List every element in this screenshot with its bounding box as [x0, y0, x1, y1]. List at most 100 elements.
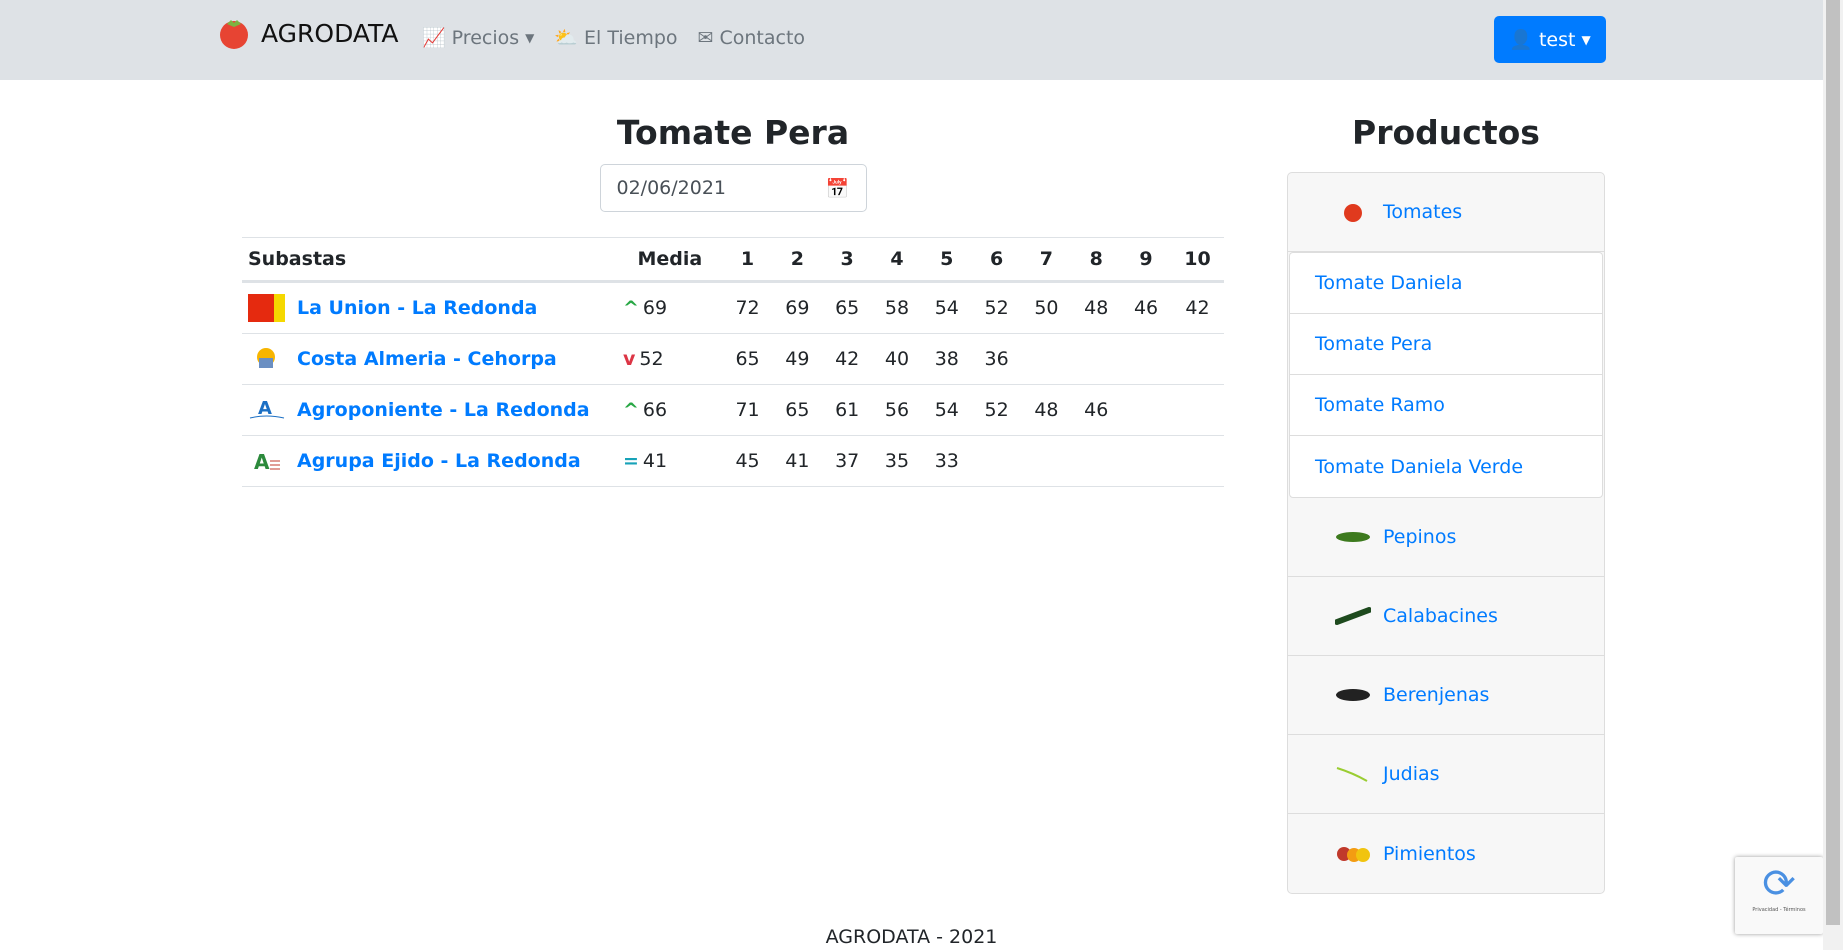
product-link[interactable]: Tomate Daniela — [1290, 253, 1602, 314]
column-header: 3 — [822, 237, 873, 283]
recaptcha-badge[interactable]: ⟳ Privacidad - Términos — [1735, 857, 1823, 934]
category-label: Tomates — [1383, 201, 1463, 223]
scrollbar[interactable] — [1823, 0, 1843, 950]
media-value: 52 — [639, 348, 664, 370]
tomates-icon — [1333, 201, 1373, 223]
price-cell — [1170, 333, 1224, 385]
nav-precios-dropdown[interactable]: 📈 Precios ▼ — [422, 26, 534, 50]
chart-line-icon: 📈 — [422, 27, 446, 49]
svg-text:A: A — [254, 450, 270, 474]
brand-link[interactable]: AGRODATA — [217, 16, 399, 50]
price-cell: 46 — [1071, 384, 1122, 436]
price-cell: 40 — [872, 333, 922, 385]
table-row: La Union - La Redonda ^ 69 72 69 65 58 54 52 50 48… — [242, 281, 1224, 334]
nav-contacto[interactable]: ✉ Contacto — [698, 26, 805, 49]
caret-down-icon: ▼ — [1581, 32, 1591, 47]
price-cell: 52 — [971, 384, 1022, 436]
media-cell: ^ 66 — [617, 384, 723, 436]
subasta-logo-icon — [248, 345, 285, 373]
price-cell: 72 — [722, 281, 773, 334]
media-cell: = 41 — [617, 435, 723, 487]
price-cell — [971, 435, 1022, 487]
price-cell: 48 — [1021, 384, 1072, 436]
category-label: Calabacines — [1383, 605, 1498, 627]
brand-name: AGRODATA — [261, 18, 399, 48]
trend-equal-icon: = — [623, 450, 639, 472]
sidebar-title: Productos — [1352, 113, 1540, 152]
subasta-cell: La Union - La Redonda — [242, 281, 617, 334]
price-cell: 54 — [921, 384, 972, 436]
subasta-link[interactable]: A Agroponiente - La Redonda — [248, 396, 611, 424]
category-pimientos[interactable]: Pimientos — [1288, 814, 1604, 893]
price-cell: 65 — [822, 281, 873, 334]
berenjenas-icon — [1333, 688, 1373, 702]
price-cell: 58 — [872, 281, 922, 334]
media-value: 69 — [642, 297, 668, 319]
price-cell: 65 — [722, 333, 773, 385]
trend-up-icon: ^ — [623, 399, 639, 421]
product-link[interactable]: Tomate Daniela Verde — [1315, 455, 1524, 478]
nav-el-tiempo[interactable]: ⛅ El Tiempo — [554, 26, 678, 50]
recaptcha-icon: ⟳ — [1762, 861, 1796, 907]
column-header: 7 — [1021, 237, 1072, 283]
price-cell — [1121, 333, 1171, 385]
product-link[interactable]: Tomate Pera — [1290, 314, 1602, 375]
product-link[interactable]: Tomate Ramo — [1290, 375, 1602, 436]
date-value: 02/06/2021 — [616, 177, 727, 199]
subasta-link[interactable]: A Agrupa Ejido - La Redonda — [248, 447, 611, 475]
column-header: Media — [617, 237, 723, 283]
media-value: 41 — [642, 450, 668, 472]
category-label: Judias — [1383, 763, 1440, 785]
recaptcha-text[interactable]: Privacidad - Términos — [1752, 907, 1806, 913]
subasta-link[interactable]: Costa Almeria - Cehorpa — [248, 345, 611, 373]
user-dropdown-button[interactable]: 👤 test ▼ — [1494, 16, 1606, 63]
nav-label: Precios — [451, 26, 520, 49]
category-tomates[interactable]: Tomates — [1288, 173, 1604, 252]
price-cell: 65 — [772, 384, 823, 436]
price-cell — [1021, 333, 1072, 385]
category-calabacines[interactable]: Calabacines — [1288, 577, 1604, 656]
products-accordion: Tomates Tomate Daniela Tomate Pera Tomate R… — [1287, 172, 1605, 894]
svg-text:A: A — [258, 398, 272, 419]
category-pepinos[interactable]: Pepinos — [1288, 498, 1604, 577]
prices-table: Subastas Media 1 2 3 4 5 6 7 8 9 10 La Union - La R… — [242, 237, 1224, 487]
price-cell: 61 — [822, 384, 873, 436]
nav-label: Contacto — [719, 26, 806, 49]
column-header: 9 — [1121, 237, 1171, 283]
subasta-name: Agroponiente - La Redonda — [297, 399, 590, 421]
price-cell: 35 — [872, 435, 922, 487]
category-berenjenas[interactable]: Berenjenas — [1288, 656, 1604, 735]
nav-label: El Tiempo — [584, 26, 678, 49]
cloud-sun-icon: ⛅ — [554, 27, 579, 49]
date-input[interactable]: 02/06/2021 📅 — [599, 164, 867, 212]
price-cell: 49 — [772, 333, 823, 385]
category-label: Pimientos — [1383, 842, 1476, 865]
price-cell: 36 — [971, 333, 1022, 385]
price-cell: 37 — [822, 435, 873, 487]
calabacines-icon — [1333, 607, 1373, 625]
category-judias[interactable]: Judias — [1288, 735, 1604, 814]
pepinos-icon — [1333, 530, 1373, 544]
subasta-logo-icon: A — [248, 396, 285, 424]
scrollbar-thumb[interactable] — [1826, 0, 1840, 925]
subasta-link[interactable]: La Union - La Redonda — [248, 294, 611, 322]
calendar-icon[interactable]: 📅 — [825, 177, 850, 200]
price-cell: 52 — [971, 281, 1022, 334]
subasta-name: La Union - La Redonda — [297, 297, 538, 319]
column-header: Subastas — [242, 237, 617, 283]
media-cell: v 52 — [617, 333, 723, 385]
price-cell: 42 — [1170, 281, 1224, 334]
user-icon: 👤 — [1509, 29, 1533, 51]
price-cell — [1170, 384, 1224, 436]
price-cell — [1121, 384, 1171, 436]
price-cell: 45 — [722, 435, 773, 487]
envelope-icon: ✉ — [697, 26, 714, 49]
price-cell — [1071, 333, 1122, 385]
subasta-name: Costa Almeria - Cehorpa — [297, 348, 557, 370]
tomato-logo-icon — [220, 20, 248, 49]
price-cell — [1170, 435, 1224, 487]
column-header: 8 — [1071, 237, 1122, 283]
subasta-logo-icon: A — [248, 447, 285, 475]
price-cell: 41 — [772, 435, 823, 487]
user-name: test — [1538, 28, 1576, 51]
